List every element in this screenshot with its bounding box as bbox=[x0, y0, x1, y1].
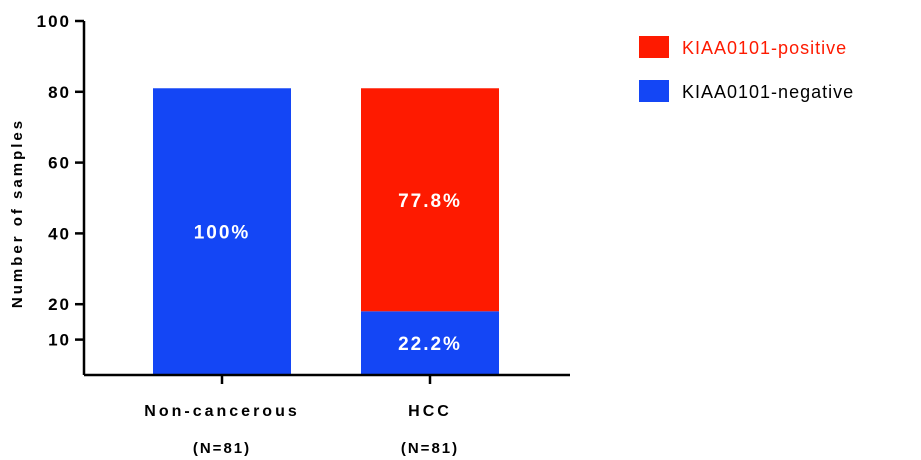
legend-label-1: KIAA0101-negative bbox=[682, 82, 854, 102]
legend: KIAA0101-positive KIAA0101-negative bbox=[639, 36, 854, 102]
bar-kiaa0101-negative-0 bbox=[153, 88, 291, 375]
x-n-label-1: (N=81) bbox=[401, 440, 459, 457]
data-label-kiaa0101-negative-1: 22.2% bbox=[398, 334, 462, 355]
labels-layer: 100% 22.2% 77.8% 10 20 40 60 80 100 Non-cancerous… bbox=[9, 12, 462, 457]
y-tick-label-40: 40 bbox=[48, 224, 71, 243]
x-n-label-0: (N=81) bbox=[193, 440, 251, 457]
axes-layer bbox=[75, 19, 570, 384]
y-tick-label-20: 20 bbox=[48, 295, 71, 314]
data-label-kiaa0101-negative-0: 100% bbox=[194, 223, 251, 244]
x-tick-label-1: HCC bbox=[408, 403, 452, 420]
y-axis-title: Number of samples bbox=[9, 118, 26, 308]
bar-kiaa0101-positive-1 bbox=[361, 88, 499, 312]
bar-kiaa0101-negative-1 bbox=[361, 311, 499, 375]
legend-swatch-1 bbox=[639, 80, 669, 102]
x-tick-label-0: Non-cancerous bbox=[144, 403, 299, 420]
legend-label-0: KIAA0101-positive bbox=[682, 38, 847, 58]
y-tick-label-100: 100 bbox=[37, 12, 71, 31]
y-tick-label-10: 10 bbox=[48, 331, 71, 350]
y-tick-label-80: 80 bbox=[48, 83, 71, 102]
bars-layer bbox=[153, 88, 499, 375]
data-label-kiaa0101-positive-1: 77.8% bbox=[398, 191, 462, 212]
y-tick-label-60: 60 bbox=[48, 154, 71, 173]
legend-swatch-0 bbox=[639, 36, 669, 58]
